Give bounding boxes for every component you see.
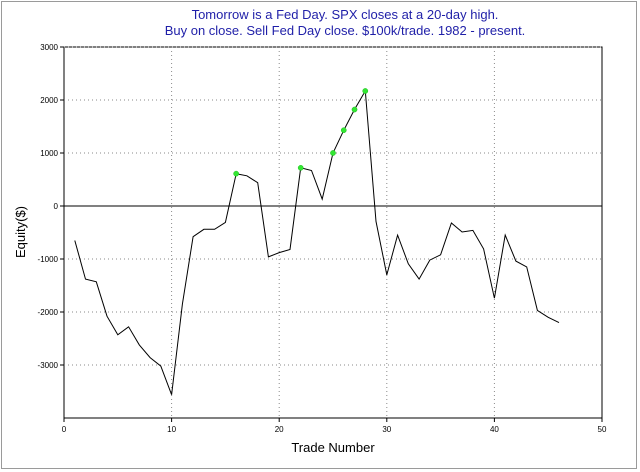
highlight-point [351, 106, 358, 113]
chart-title-line-2: Buy on close. Sell Fed Day close. $100k/… [165, 23, 526, 38]
equity-line [74, 89, 560, 395]
x-tick-label: 30 [382, 425, 391, 434]
highlight-point [362, 88, 369, 94]
chart-title-line-1: Tomorrow is a Fed Day. SPX closes at a 2… [192, 7, 499, 22]
y-axis-label: Equity($) [13, 206, 28, 258]
x-tick-label: 0 [62, 425, 67, 434]
y-tick-label: -1000 [38, 255, 59, 264]
y-tick-label: 0 [54, 202, 59, 211]
highlight-point [340, 127, 347, 134]
x-tick-label: 20 [275, 425, 284, 434]
plot-area [63, 46, 603, 419]
y-tick-label: -3000 [38, 361, 59, 370]
highlight-points [233, 88, 369, 177]
highlight-point [330, 150, 336, 156]
y-tick-label: 1000 [40, 149, 58, 158]
axis-ticks: 0 10 20 30 40 50 3000 2000 1000 0 -1000 -2000 -3000 [38, 43, 607, 434]
series-group [74, 89, 560, 395]
x-tick-label: 40 [490, 425, 499, 434]
y-tick-label: -2000 [38, 308, 59, 317]
y-tick-label: 3000 [40, 43, 58, 52]
x-axis-label: Trade Number [291, 440, 375, 455]
highlight-point [233, 170, 240, 177]
y-tick-label: 2000 [40, 96, 58, 105]
highlight-point [297, 164, 304, 171]
x-tick-label: 10 [167, 425, 176, 434]
x-tick-label: 50 [598, 425, 607, 434]
